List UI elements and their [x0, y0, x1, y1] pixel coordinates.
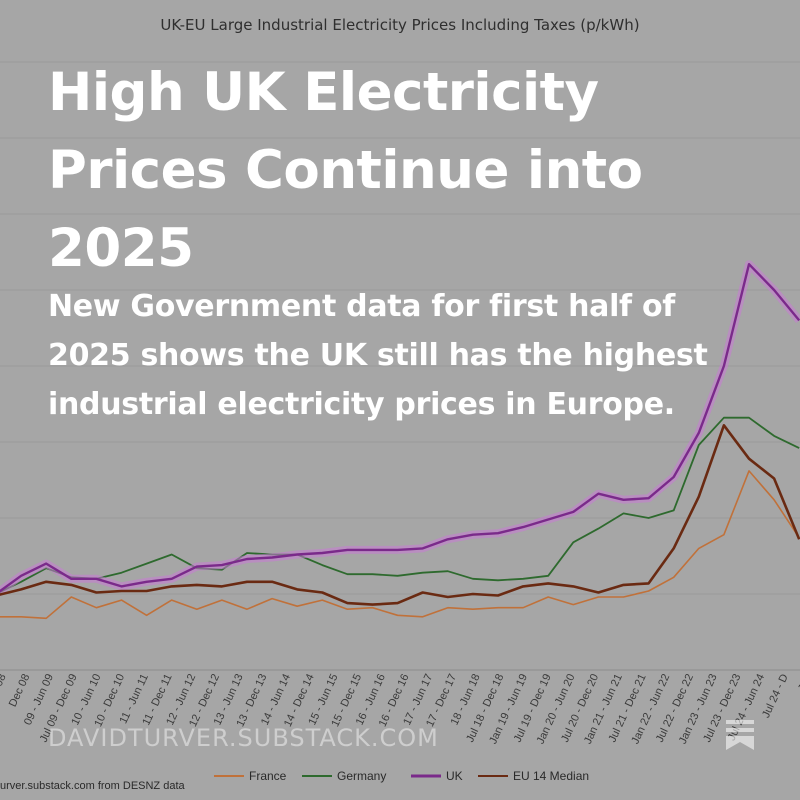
source-note: urver.substack.com from DESNZ data: [0, 780, 185, 792]
substack-logo-icon: [726, 720, 754, 750]
headline: High UK Electricity Prices Continue into…: [48, 62, 643, 279]
series-line-france: [0, 470, 800, 620]
series-line-uk: [0, 263, 800, 593]
subheadline: New Government data for first half of 20…: [48, 289, 708, 422]
watermark: DAVIDTURVER.SUBSTACK.COM: [48, 724, 439, 752]
series-line-germany: [0, 416, 800, 594]
legend-label-france: France: [249, 769, 287, 783]
chart-title: UK-EU Large Industrial Electricity Price…: [160, 16, 639, 34]
x-tick-label: Jan: [796, 672, 800, 693]
legend: France Germany UK EU 14 Median: [214, 769, 589, 783]
x-tick-label: 08: [0, 672, 9, 688]
legend-label-uk: UK: [446, 769, 463, 783]
x-tick-label: Dec 08: [7, 672, 33, 709]
gridlines: [0, 61, 800, 671]
legend-label-germany: Germany: [337, 769, 386, 783]
series-layer: [0, 260, 800, 620]
legend-label-eu-14-median: EU 14 Median: [513, 769, 589, 783]
series-line-eu-14-median: [0, 423, 800, 606]
